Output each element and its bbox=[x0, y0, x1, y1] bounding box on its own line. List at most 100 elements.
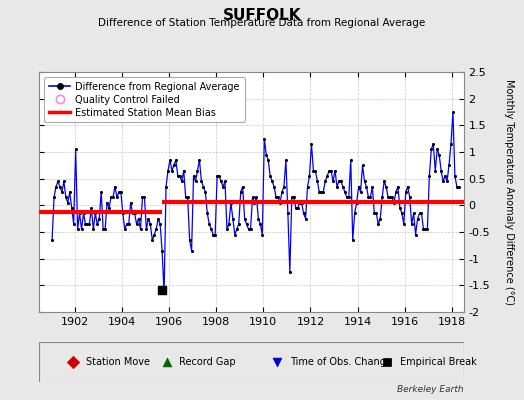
Point bbox=[283, 210, 292, 216]
Point bbox=[403, 184, 412, 190]
Point bbox=[268, 178, 276, 184]
Point bbox=[115, 189, 123, 195]
Text: Record Gap: Record Gap bbox=[179, 357, 236, 367]
Point bbox=[254, 216, 263, 222]
Point bbox=[323, 173, 331, 179]
Point bbox=[443, 178, 451, 184]
Point bbox=[125, 221, 133, 227]
Point bbox=[348, 237, 357, 243]
Point bbox=[288, 194, 296, 200]
Point bbox=[411, 232, 420, 238]
Point bbox=[291, 205, 300, 211]
Point bbox=[126, 200, 135, 206]
Point bbox=[173, 173, 182, 179]
Point bbox=[130, 210, 139, 216]
Point bbox=[221, 178, 229, 184]
Point bbox=[431, 168, 440, 174]
Point bbox=[252, 194, 260, 200]
Point bbox=[183, 194, 192, 200]
Point bbox=[370, 210, 378, 216]
Point bbox=[270, 184, 278, 190]
Point bbox=[383, 359, 391, 365]
Point bbox=[445, 162, 453, 168]
Point bbox=[244, 226, 253, 232]
Text: SUFFOLK: SUFFOLK bbox=[223, 8, 301, 23]
Point bbox=[228, 216, 237, 222]
Point bbox=[168, 168, 176, 174]
Point bbox=[63, 200, 72, 206]
Point bbox=[364, 194, 373, 200]
Point bbox=[144, 216, 152, 222]
Point bbox=[439, 178, 447, 184]
Point bbox=[455, 184, 463, 190]
Point bbox=[219, 184, 227, 190]
Point bbox=[87, 205, 95, 211]
Point bbox=[416, 210, 424, 216]
Point bbox=[231, 232, 239, 238]
Point bbox=[142, 226, 150, 232]
Point bbox=[70, 221, 78, 227]
Point bbox=[105, 205, 113, 211]
Point bbox=[256, 221, 265, 227]
Point bbox=[238, 184, 247, 190]
Point bbox=[58, 189, 66, 195]
Point bbox=[380, 178, 388, 184]
Point bbox=[394, 184, 402, 190]
Point bbox=[374, 221, 383, 227]
Point bbox=[138, 194, 147, 200]
Point bbox=[75, 210, 84, 216]
Point bbox=[83, 221, 92, 227]
Point bbox=[372, 210, 380, 216]
Point bbox=[388, 194, 396, 200]
Point bbox=[280, 184, 288, 190]
Text: Berkeley Earth: Berkeley Earth bbox=[397, 385, 464, 394]
Point bbox=[54, 178, 62, 184]
Point bbox=[71, 146, 80, 152]
Point bbox=[133, 221, 141, 227]
Point bbox=[60, 178, 68, 184]
Point bbox=[262, 152, 270, 158]
Point bbox=[386, 194, 394, 200]
Point bbox=[215, 173, 223, 179]
Text: Station Move: Station Move bbox=[86, 357, 150, 367]
Point bbox=[162, 359, 171, 365]
Point bbox=[419, 226, 428, 232]
Point bbox=[235, 221, 243, 227]
Point bbox=[250, 200, 259, 206]
Point bbox=[205, 221, 213, 227]
Point bbox=[81, 221, 90, 227]
Point bbox=[178, 178, 186, 184]
Point bbox=[156, 221, 165, 227]
Point bbox=[382, 184, 390, 190]
Point bbox=[309, 168, 318, 174]
Point bbox=[272, 194, 280, 200]
Point bbox=[93, 221, 102, 227]
Point bbox=[409, 210, 418, 216]
Point bbox=[421, 226, 430, 232]
Point bbox=[50, 194, 58, 200]
Point bbox=[401, 189, 410, 195]
Point bbox=[345, 194, 353, 200]
Point bbox=[276, 200, 284, 206]
Point bbox=[111, 184, 119, 190]
Point bbox=[97, 189, 105, 195]
Point bbox=[79, 210, 88, 216]
Point bbox=[146, 221, 155, 227]
Point bbox=[298, 200, 306, 206]
Point bbox=[48, 237, 56, 243]
Point bbox=[362, 184, 370, 190]
Point bbox=[361, 178, 369, 184]
Point bbox=[341, 189, 349, 195]
Point bbox=[286, 269, 294, 275]
Point bbox=[296, 200, 304, 206]
Point bbox=[358, 162, 367, 168]
Point bbox=[107, 194, 115, 200]
Point bbox=[181, 194, 190, 200]
Point bbox=[223, 226, 231, 232]
Point bbox=[150, 232, 158, 238]
Point bbox=[62, 194, 70, 200]
Point bbox=[236, 189, 245, 195]
Point bbox=[305, 173, 314, 179]
Point bbox=[413, 216, 422, 222]
Point bbox=[427, 146, 435, 152]
